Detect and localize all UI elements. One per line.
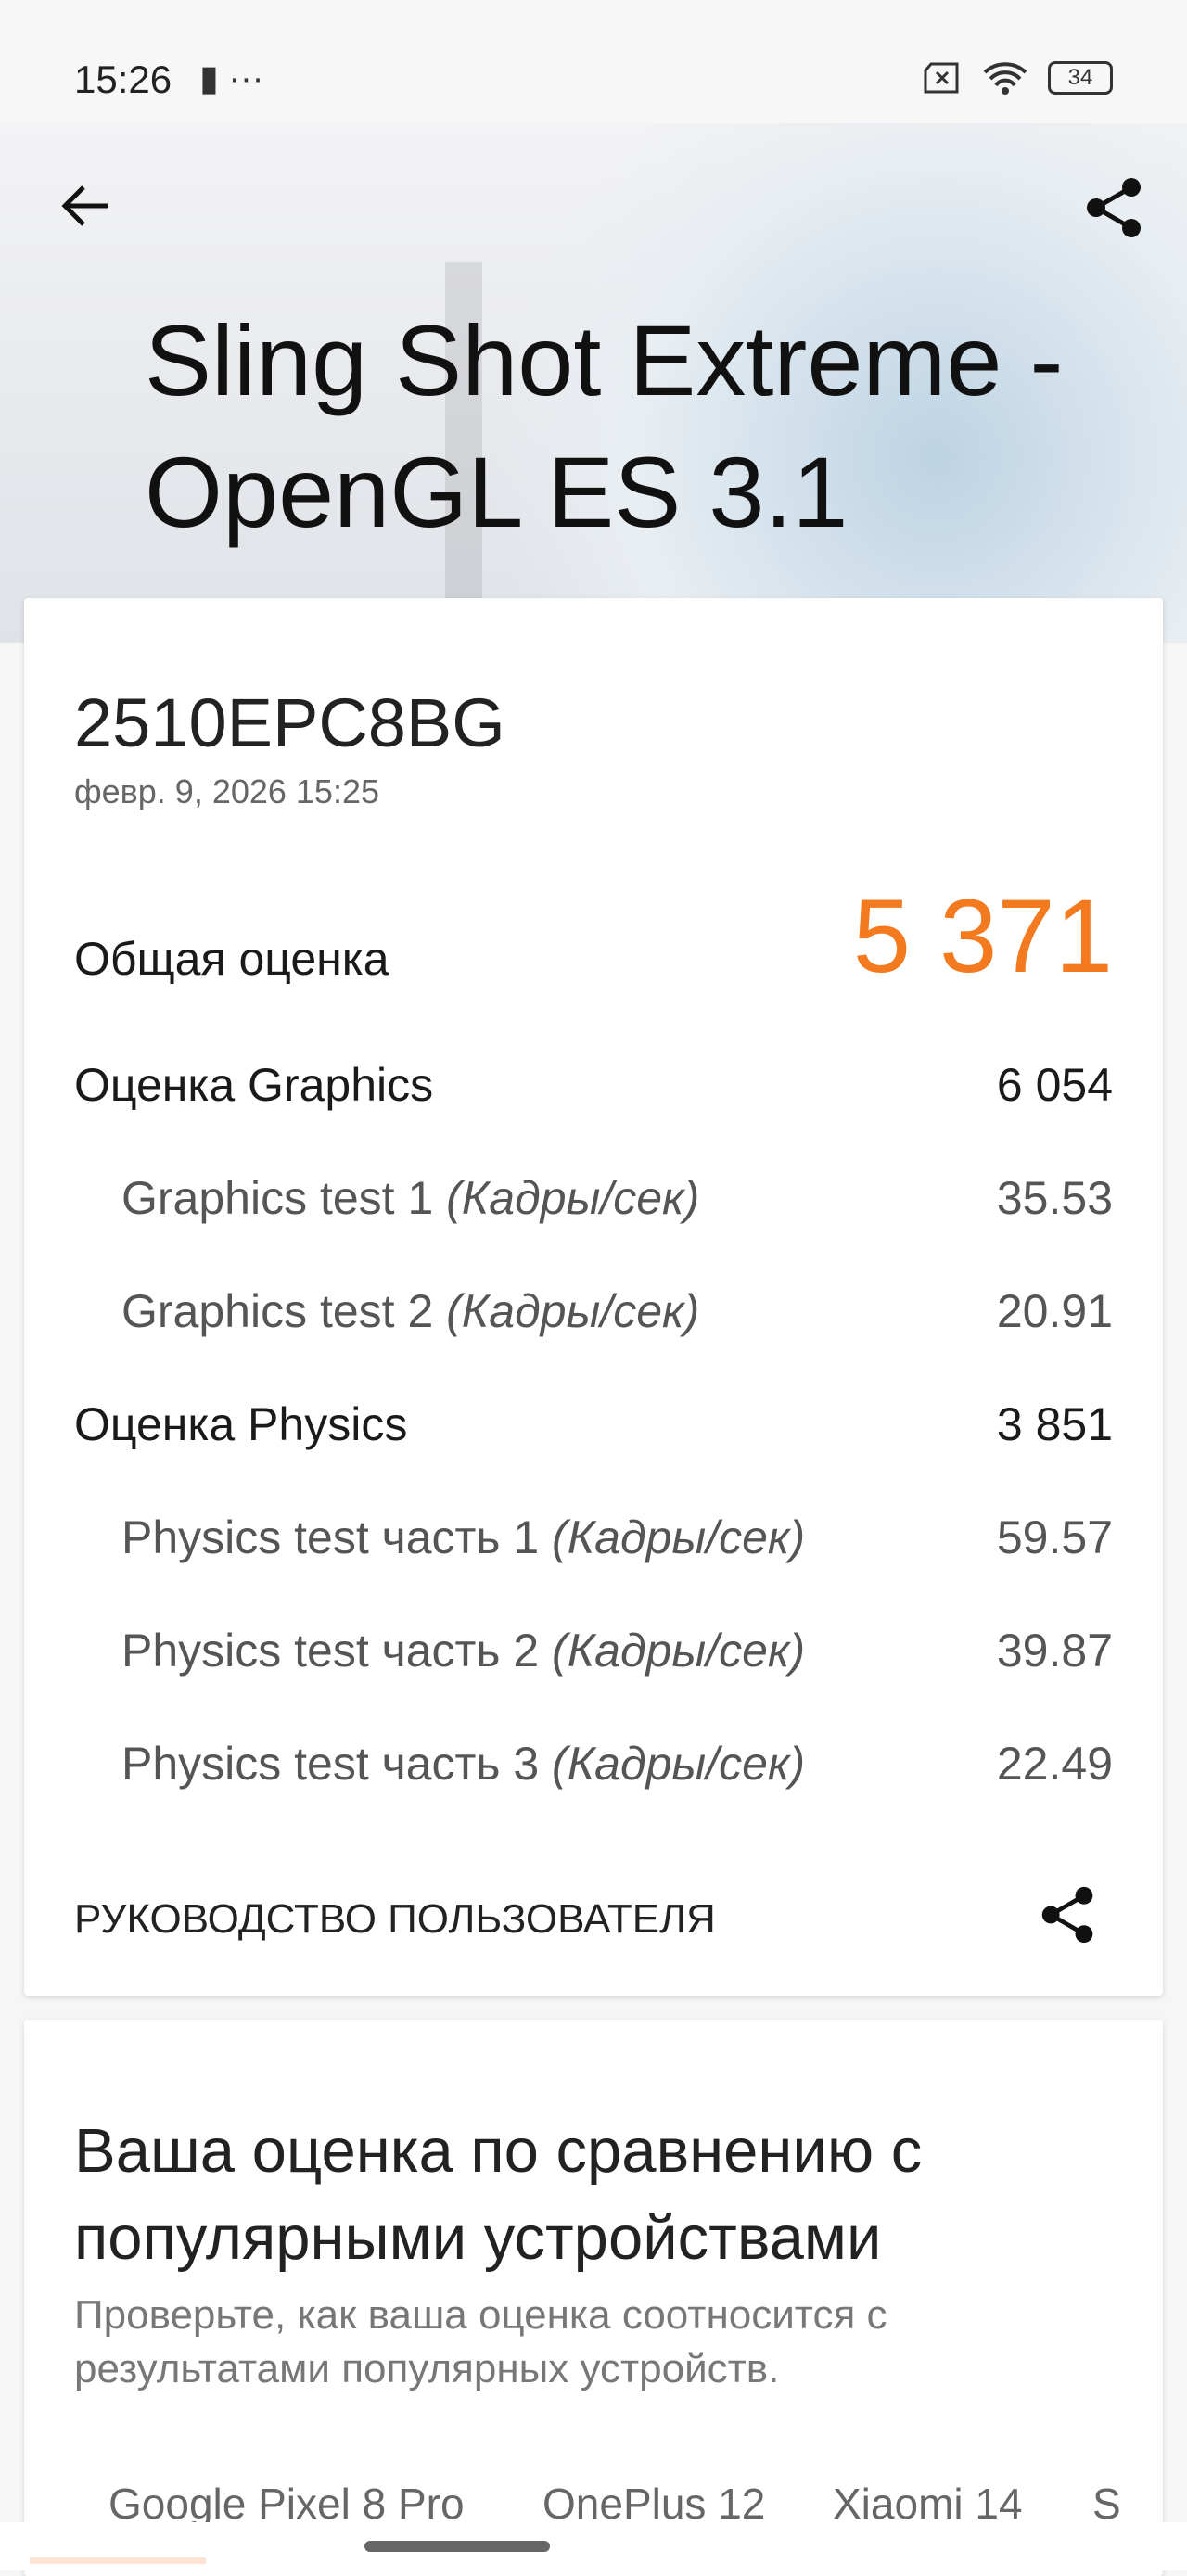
row-label: Graphics test 1: [121, 1172, 447, 1224]
notification-icon: ▮: [199, 59, 219, 98]
row-unit: (Кадры/сек): [552, 1738, 806, 1790]
home-gesture-bar[interactable]: [364, 2541, 550, 2552]
tab-device[interactable]: OnePlus 12: [542, 2480, 766, 2528]
score-row: Оценка Graphics 6 054: [74, 1058, 1113, 1114]
score-row: Physics test часть 2 (Кадры/сек) 39.87: [121, 1624, 1113, 1679]
comparison-description: Проверьте, как ваша оценка соотносится с…: [74, 2292, 887, 2391]
score-row: Physics test часть 3 (Кадры/сек) 22.49: [121, 1737, 1113, 1792]
status-time: 15:26: [74, 57, 172, 101]
row-value: 59.57: [996, 1511, 1113, 1563]
status-bar: 15:26 ▮ ··· 34: [0, 0, 1187, 123]
row-unit: (Кадры/сек): [552, 1625, 806, 1677]
total-score-value: 5 371: [852, 878, 1113, 994]
score-row: Оценка Physics 3 851: [74, 1397, 1113, 1453]
row-label: Graphics test 2: [121, 1285, 447, 1337]
row-value: 3 851: [996, 1398, 1113, 1450]
share-icon[interactable]: [1039, 1883, 1098, 1946]
row-label: Оценка Graphics: [74, 1059, 434, 1111]
battery-icon: 34: [1048, 61, 1113, 95]
row-value: 35.53: [996, 1172, 1113, 1224]
row-unit: (Кадры/сек): [446, 1285, 700, 1337]
no-sim-icon: [924, 62, 959, 94]
score-row: Physics test часть 1 (Кадры/сек) 59.57: [121, 1511, 1113, 1566]
row-label: Physics test часть 2: [121, 1625, 553, 1677]
row-value: 6 054: [996, 1059, 1113, 1111]
result-card: 2510EPC8BG февр. 9, 2026 15:25 Общая оце…: [24, 598, 1163, 1996]
navigation-bar: [0, 2522, 1187, 2570]
wifi-icon: [983, 62, 1027, 95]
row-unit: (Кадры/сек): [552, 1511, 806, 1563]
arrow-left-icon[interactable]: [56, 176, 115, 236]
row-value: 20.91: [996, 1285, 1113, 1337]
tab-device[interactable]: Xiaomi 14: [833, 2480, 1023, 2528]
row-value: 22.49: [996, 1738, 1113, 1790]
result-date: февр. 9, 2026 15:25: [74, 772, 379, 810]
device-name: 2510EPC8BG: [74, 684, 505, 761]
row-label: Physics test часть 1: [121, 1511, 553, 1563]
device-tabs: Google Pixel 8 Pro OnePlus 12 Xiaomi 14 …: [24, 2479, 1163, 2534]
tab-indicator: [30, 2557, 206, 2564]
score-row: Graphics test 2 (Кадры/сек) 20.91: [121, 1284, 1113, 1340]
tab-device[interactable]: S: [1092, 2480, 1121, 2528]
row-unit: (Кадры/сек): [446, 1172, 700, 1224]
row-label: Physics test часть 3: [121, 1738, 553, 1790]
row-label: Оценка Physics: [74, 1398, 408, 1450]
score-row: Graphics test 1 (Кадры/сек) 35.53: [121, 1171, 1113, 1227]
comparison-title: Ваша оценка по сравнению с популярными у…: [74, 2116, 923, 2273]
total-score-label: Общая оценка: [74, 933, 389, 985]
more-dots-icon: ···: [228, 59, 264, 98]
comparison-card: Ваша оценка по сравнению с популярными у…: [24, 2020, 1163, 2576]
tab-device[interactable]: Google Pixel 8 Pro: [108, 2480, 465, 2528]
hero-banner: [0, 123, 1187, 652]
user-guide-link[interactable]: РУКОВОДСТВО ПОЛЬЗОВАТЕЛЯ: [74, 1896, 716, 1942]
row-value: 39.87: [996, 1625, 1113, 1677]
page-title: Sling Shot Extreme - OpenGL ES 3.1: [145, 304, 1064, 548]
share-icon[interactable]: [1083, 174, 1146, 241]
